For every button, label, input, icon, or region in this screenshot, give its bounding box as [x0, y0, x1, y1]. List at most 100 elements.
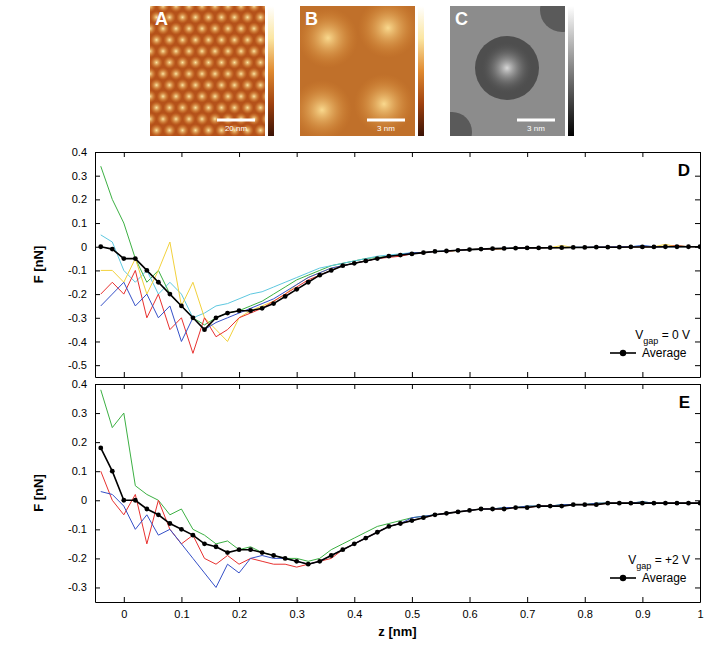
average-point	[237, 308, 242, 313]
tick-mark	[95, 529, 100, 530]
tick-mark	[470, 597, 471, 602]
lattice-spot	[183, 68, 195, 80]
average-point	[260, 306, 265, 311]
axis-title: z [nm]	[378, 624, 416, 639]
lattice-spot	[170, 22, 182, 34]
image-content	[150, 6, 265, 136]
tick-label: 0.8	[578, 608, 593, 620]
panel-letter: A	[155, 9, 168, 29]
average-point	[306, 562, 311, 567]
tick: -0.2	[68, 288, 100, 300]
tick	[124, 372, 125, 377]
average-point	[98, 446, 103, 451]
tick-mark	[642, 384, 643, 389]
lattice-spot	[228, 11, 240, 23]
lattice-spot	[248, 68, 260, 80]
tick-label: -0.2	[68, 288, 87, 300]
tick-label: -0.5	[68, 359, 87, 371]
tick-mark	[124, 597, 125, 602]
average-point	[283, 294, 288, 299]
average-point	[260, 550, 265, 555]
tick-label: -0.3	[68, 312, 87, 324]
lattice-spot	[215, 56, 227, 68]
trace-line	[101, 492, 700, 588]
average-point	[271, 553, 276, 558]
average-line	[101, 247, 700, 330]
tick-label: -0.4	[68, 335, 87, 347]
tick-mark	[412, 152, 413, 157]
average-point	[329, 553, 334, 558]
image-panel: 3 nmB	[292, 0, 424, 140]
legend-marker	[620, 350, 626, 356]
average-point	[329, 268, 334, 273]
molecule-blob	[481, 42, 533, 94]
tick: -0.1	[68, 264, 100, 276]
legend-annotation: Vgap = 0 V	[635, 328, 690, 346]
average-point	[375, 256, 380, 261]
average-point	[456, 248, 461, 253]
lattice-spot	[189, 11, 201, 23]
tick-label: 0.2	[72, 193, 87, 205]
tick	[642, 152, 643, 157]
lattice-spot	[170, 6, 182, 12]
tick-mark	[95, 384, 100, 385]
tick: 0.1	[72, 217, 100, 229]
tick-mark	[124, 372, 125, 377]
tick	[412, 384, 413, 389]
average-point	[410, 251, 415, 256]
average-point	[156, 512, 161, 517]
axis-line	[96, 384, 701, 385]
tick-mark	[95, 223, 100, 224]
average-point	[433, 249, 438, 254]
average-point	[340, 547, 345, 552]
lattice-spot	[176, 56, 188, 68]
lattice-spot	[254, 56, 265, 68]
tick: 0.4	[72, 378, 100, 390]
tick-label: 0.2	[72, 436, 87, 448]
average-point	[121, 256, 126, 261]
average-point	[191, 315, 196, 320]
tick-mark	[95, 500, 100, 501]
average-point	[248, 547, 253, 552]
average-point	[398, 521, 403, 526]
lattice-spot	[183, 6, 195, 12]
average-point	[456, 509, 461, 514]
trace-line	[101, 390, 700, 561]
tick: 0	[121, 597, 127, 620]
average-point	[271, 301, 276, 306]
tick-mark	[239, 384, 240, 389]
tick-mark	[470, 384, 471, 389]
chart-panel: 00.10.20.30.40.50.60.70.80.91-0.3-0.2-0.…	[31, 378, 704, 639]
lattice-spot	[235, 45, 247, 57]
lattice-spot	[163, 34, 175, 46]
trace-line	[101, 235, 700, 318]
average-point	[168, 292, 173, 297]
average-point	[202, 327, 207, 332]
tick	[527, 372, 528, 377]
axis-title: F [nN]	[31, 246, 46, 284]
tick	[354, 152, 355, 157]
axis-line	[96, 602, 701, 603]
lattice-spot	[202, 124, 214, 136]
lattice-spot	[222, 90, 234, 102]
lattice-spot	[170, 45, 182, 57]
tick-mark	[695, 529, 700, 530]
lattice-spot	[183, 90, 195, 102]
lattice-spot	[261, 45, 265, 57]
tick-mark	[412, 384, 413, 389]
average-point	[191, 533, 196, 538]
tick-mark	[642, 372, 643, 377]
average-point	[168, 521, 173, 526]
lattice-spot	[170, 113, 182, 125]
image-background	[150, 6, 265, 136]
tick	[527, 152, 528, 157]
tick-mark	[695, 294, 700, 295]
tick-mark	[527, 384, 528, 389]
tick: 0.2	[72, 193, 100, 205]
molecule-blob	[450, 112, 472, 136]
tick-mark	[585, 597, 586, 602]
tick-mark	[412, 372, 413, 377]
lattice-spot	[222, 45, 234, 57]
lattice-spot	[261, 68, 265, 80]
tick-mark	[470, 152, 471, 157]
